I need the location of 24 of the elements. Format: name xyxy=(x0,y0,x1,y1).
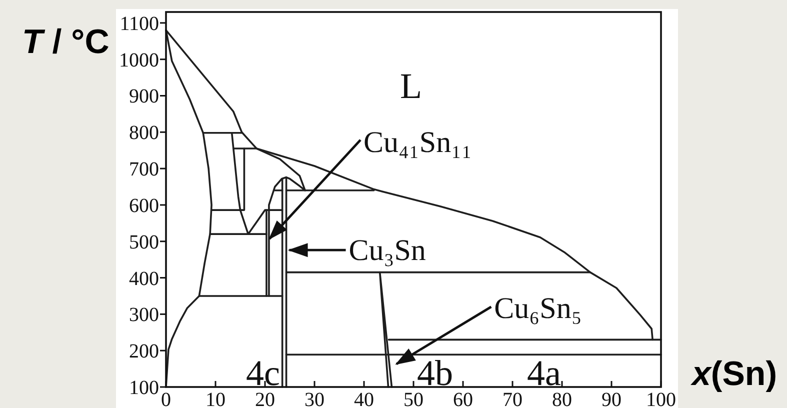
x-axis-title: x(Sn) xyxy=(690,355,778,393)
y-tick-label: 900 xyxy=(129,86,159,108)
y-tick-label: 300 xyxy=(129,304,159,326)
x-tick-label: 10 xyxy=(206,389,226,408)
y-tick-label: 800 xyxy=(129,122,159,144)
x-tick-label: 60 xyxy=(453,389,473,408)
annotation: Cu₃Sn xyxy=(348,234,426,268)
y-tick-label: 400 xyxy=(129,268,159,290)
y-tick-label: 200 xyxy=(129,340,159,363)
x-tick-label: 0 xyxy=(161,389,171,408)
x-tick-label: 30 xyxy=(304,389,324,408)
x-tick-label: 70 xyxy=(502,389,522,408)
y-tick-label: 1000 xyxy=(119,49,159,72)
annotation: Cu₄₁Sn₁₁ xyxy=(363,126,472,159)
x-tick-label: 40 xyxy=(354,389,374,408)
x-tick-label: 100 xyxy=(646,389,676,408)
y-tick-label: 500 xyxy=(129,231,159,254)
y-tick-label: 600 xyxy=(129,194,159,217)
annotation: Cu₆Sn₅ xyxy=(494,292,582,325)
y-tick-label: 700 xyxy=(129,158,159,181)
y-axis-title: T / °C xyxy=(22,23,110,61)
annotation: L xyxy=(400,66,422,106)
x-tick-label: 90 xyxy=(602,389,622,408)
y-tick-label: 1100 xyxy=(120,12,159,35)
